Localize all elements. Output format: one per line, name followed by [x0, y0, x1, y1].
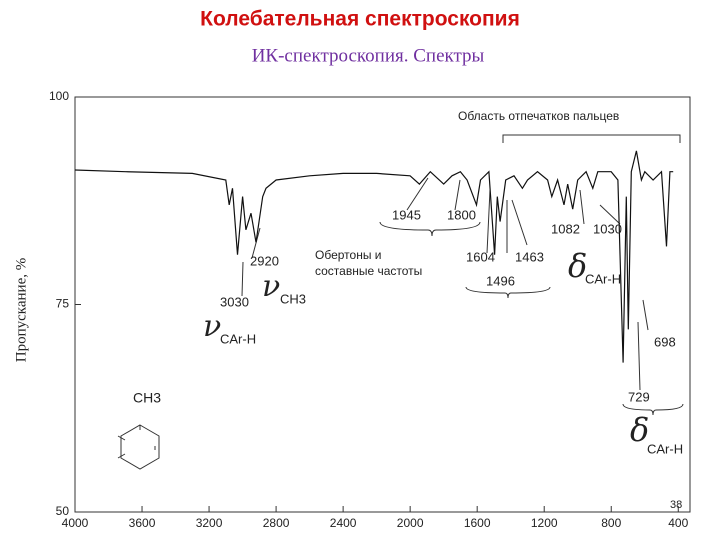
annotation: Обертоны и — [315, 248, 381, 262]
x-tick-label: 1600 — [464, 516, 491, 530]
annotation: 2920 — [250, 253, 279, 268]
y-tick-label: 50 — [56, 504, 70, 518]
annotation: CH3 — [133, 390, 161, 406]
annotation: 1496 — [486, 273, 515, 288]
x-tick-label: 4000 — [62, 516, 89, 530]
annotation: CH3 — [280, 291, 306, 306]
x-tick-label: 800 — [601, 516, 621, 530]
annotation: 1604 — [466, 249, 495, 264]
annotation: δ — [630, 411, 649, 449]
annotation: CAr-H — [220, 331, 256, 346]
y-axis-label: Пропускание, % — [13, 258, 29, 362]
x-tick-label: 1200 — [531, 516, 558, 530]
annotation: 1082 — [551, 221, 580, 236]
x-tick-label: 400 — [668, 516, 688, 530]
annotation: 1030 — [593, 221, 622, 236]
spectrum-line — [74, 150, 674, 363]
annotation: ν — [203, 309, 221, 344]
annotation: CAr-H — [585, 271, 621, 286]
title: Колебательная спектроскопия — [200, 8, 520, 31]
decorations — [117, 134, 684, 470]
annotation: 3030 — [220, 294, 249, 309]
plot-frame — [74, 96, 691, 513]
annotation: 1800 — [447, 207, 476, 222]
annotation: составные частоты — [315, 264, 422, 278]
x-tick-label: 2000 — [397, 516, 424, 530]
subtitle: ИК-спектроскопия. Спектры — [252, 45, 485, 66]
annotation: 698 — [654, 334, 676, 349]
y-tick-label: 100 — [49, 89, 69, 103]
x-tick-label: 2800 — [263, 516, 290, 530]
x-tick-label: 2400 — [330, 516, 357, 530]
annotation: 1463 — [515, 249, 544, 264]
annotation: ν — [262, 269, 280, 304]
x-tick-label: 3200 — [196, 516, 223, 530]
annotation: Область отпечатков пальцев — [458, 109, 619, 123]
annotation: δ — [568, 247, 587, 285]
annotation: 729 — [628, 389, 650, 404]
x-tick-label: 3600 — [129, 516, 156, 530]
y-tick-label: 75 — [56, 297, 70, 311]
annotation: 1945 — [392, 207, 421, 222]
annotation: CAr-H — [647, 441, 683, 456]
annotation: 38 — [670, 499, 682, 511]
